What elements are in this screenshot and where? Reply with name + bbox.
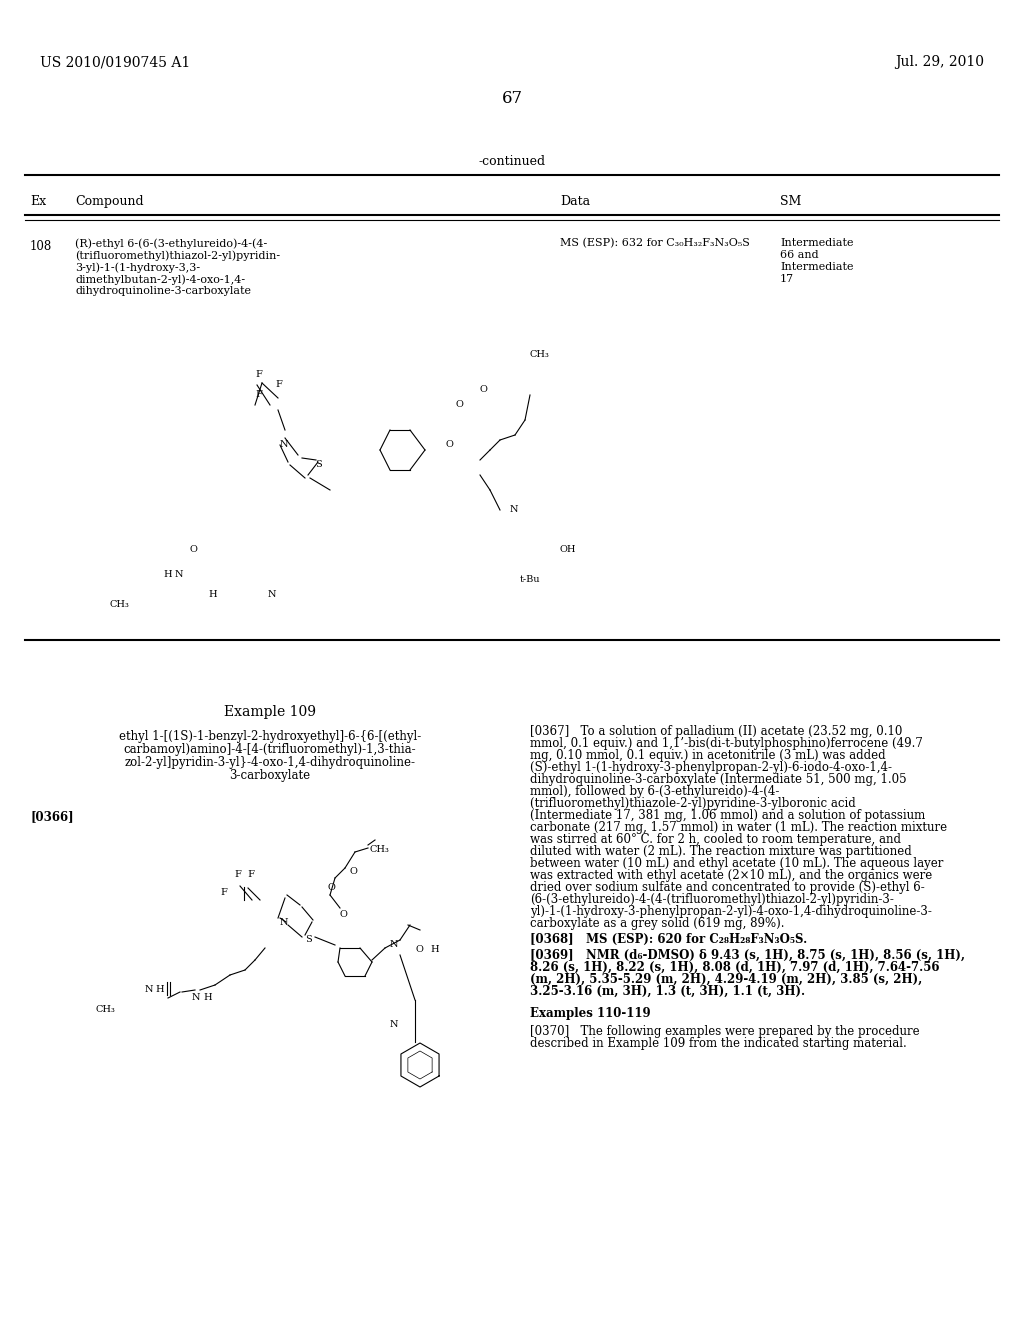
Text: O: O: [480, 385, 487, 393]
Text: H: H: [155, 985, 164, 994]
Text: F: F: [255, 389, 262, 399]
Text: 108: 108: [30, 240, 52, 253]
Text: (trifluoromethyl)thiazol-2-yl)pyridin-: (trifluoromethyl)thiazol-2-yl)pyridin-: [75, 249, 281, 260]
Text: diluted with water (2 mL). The reaction mixture was partitioned: diluted with water (2 mL). The reaction …: [530, 845, 911, 858]
Text: ethyl 1-[(1S)-1-benzyl-2-hydroxyethyl]-6-{6-[(ethyl-: ethyl 1-[(1S)-1-benzyl-2-hydroxyethyl]-6…: [119, 730, 421, 743]
Text: O: O: [190, 545, 198, 554]
Text: N: N: [390, 1020, 398, 1030]
Text: (R)-ethyl 6-(6-(3-ethylureido)-4-(4-: (R)-ethyl 6-(6-(3-ethylureido)-4-(4-: [75, 238, 267, 248]
Text: dihydroquinoline-3-carboxylate (Intermediate 51, 500 mg, 1.05: dihydroquinoline-3-carboxylate (Intermed…: [530, 774, 906, 785]
Text: 3-carboxylate: 3-carboxylate: [229, 770, 310, 781]
Text: CH₃: CH₃: [370, 845, 390, 854]
Text: N: N: [175, 570, 183, 579]
Text: [0370]   The following examples were prepared by the procedure: [0370] The following examples were prepa…: [530, 1026, 920, 1038]
Text: dried over sodium sulfate and concentrated to provide (S)-ethyl 6-: dried over sodium sulfate and concentrat…: [530, 880, 925, 894]
Text: was extracted with ethyl acetate (2×10 mL), and the organics were: was extracted with ethyl acetate (2×10 m…: [530, 869, 932, 882]
Text: F: F: [255, 370, 262, 379]
Text: (Intermediate 17, 381 mg, 1.06 mmol) and a solution of potassium: (Intermediate 17, 381 mg, 1.06 mmol) and…: [530, 809, 926, 822]
Text: 67: 67: [502, 90, 522, 107]
Text: CH₃: CH₃: [95, 1005, 115, 1014]
Text: H: H: [203, 993, 212, 1002]
Text: CH₃: CH₃: [530, 350, 550, 359]
Text: dimethylbutan-2-yl)-4-oxo-1,4-: dimethylbutan-2-yl)-4-oxo-1,4-: [75, 275, 245, 285]
Text: [0366]: [0366]: [30, 810, 74, 822]
Text: O: O: [350, 867, 357, 876]
Text: F  F: F F: [234, 870, 255, 879]
Text: N: N: [193, 993, 201, 1002]
Text: H: H: [430, 945, 438, 954]
Text: 17: 17: [780, 275, 795, 284]
Text: MS (ESP): 632 for C₃₀H₃₂F₃N₃O₅S: MS (ESP): 632 for C₃₀H₃₂F₃N₃O₅S: [560, 238, 750, 248]
Text: F: F: [220, 888, 227, 898]
Text: Example 109: Example 109: [224, 705, 316, 719]
Text: F: F: [275, 380, 282, 389]
Text: carbonate (217 mg, 1.57 mmol) in water (1 mL). The reaction mixture: carbonate (217 mg, 1.57 mmol) in water (…: [530, 821, 947, 834]
Text: Intermediate: Intermediate: [780, 238, 853, 248]
Text: was stirred at 60° C. for 2 h, cooled to room temperature, and: was stirred at 60° C. for 2 h, cooled to…: [530, 833, 901, 846]
Text: H: H: [208, 590, 217, 599]
Text: N: N: [510, 506, 518, 513]
Text: t-Bu: t-Bu: [520, 576, 541, 583]
Text: O: O: [340, 909, 348, 919]
Text: (m, 2H), 5.35-5.29 (m, 2H), 4.29-4.19 (m, 2H), 3.85 (s, 2H),: (m, 2H), 5.35-5.29 (m, 2H), 4.29-4.19 (m…: [530, 973, 923, 986]
Text: 3-yl)-1-(1-hydroxy-3,3-: 3-yl)-1-(1-hydroxy-3,3-: [75, 261, 200, 272]
Text: Intermediate: Intermediate: [780, 261, 853, 272]
Text: N: N: [280, 917, 289, 927]
Text: SM: SM: [780, 195, 802, 209]
Text: US 2010/0190745 A1: US 2010/0190745 A1: [40, 55, 190, 69]
Text: Data: Data: [560, 195, 590, 209]
Text: N: N: [145, 985, 154, 994]
Text: (6-(3-ethylureido)-4-(4-(trifluoromethyl)thiazol-2-yl)pyridin-3-: (6-(3-ethylureido)-4-(4-(trifluoromethyl…: [530, 894, 894, 906]
Text: between water (10 mL) and ethyl acetate (10 mL). The aqueous layer: between water (10 mL) and ethyl acetate …: [530, 857, 943, 870]
Text: O: O: [328, 883, 336, 892]
Text: Jul. 29, 2010: Jul. 29, 2010: [895, 55, 984, 69]
Text: O: O: [415, 945, 423, 954]
Text: OH: OH: [560, 545, 577, 554]
Text: O: O: [455, 400, 463, 409]
Text: H: H: [163, 570, 172, 579]
Text: described in Example 109 from the indicated starting material.: described in Example 109 from the indica…: [530, 1038, 906, 1049]
Text: carboxylate as a grey solid (619 mg, 89%).: carboxylate as a grey solid (619 mg, 89%…: [530, 917, 784, 931]
Text: S: S: [315, 459, 322, 469]
Text: Ex: Ex: [30, 195, 46, 209]
Text: Examples 110-119: Examples 110-119: [530, 1007, 650, 1020]
Text: [0367]   To a solution of palladium (II) acetate (23.52 mg, 0.10: [0367] To a solution of palladium (II) a…: [530, 725, 902, 738]
Text: S: S: [305, 935, 311, 944]
Text: (trifluoromethyl)thiazole-2-yl)pyridine-3-ylboronic acid: (trifluoromethyl)thiazole-2-yl)pyridine-…: [530, 797, 856, 810]
Text: 8.26 (s, 1H), 8.22 (s, 1H), 8.08 (d, 1H), 7.97 (d, 1H), 7.64-7.56: 8.26 (s, 1H), 8.22 (s, 1H), 8.08 (d, 1H)…: [530, 961, 939, 974]
Text: -continued: -continued: [478, 154, 546, 168]
Text: Compound: Compound: [75, 195, 143, 209]
Text: dihydroquinoline-3-carboxylate: dihydroquinoline-3-carboxylate: [75, 286, 251, 296]
Text: O: O: [445, 440, 453, 449]
Text: mmol), followed by 6-(3-ethylureido)-4-(4-: mmol), followed by 6-(3-ethylureido)-4-(…: [530, 785, 779, 799]
Text: 3.25-3.16 (m, 3H), 1.3 (t, 3H), 1.1 (t, 3H).: 3.25-3.16 (m, 3H), 1.3 (t, 3H), 1.1 (t, …: [530, 985, 805, 998]
Text: yl)-1-(1-hydroxy-3-phenylpropan-2-yl)-4-oxo-1,4-dihydroquinoline-3-: yl)-1-(1-hydroxy-3-phenylpropan-2-yl)-4-…: [530, 906, 932, 917]
Text: (S)-ethyl 1-(1-hydroxy-3-phenylpropan-2-yl)-6-iodo-4-oxo-1,4-: (S)-ethyl 1-(1-hydroxy-3-phenylpropan-2-…: [530, 762, 892, 774]
Text: [0369]   NMR (d₆-DMSO) δ 9.43 (s, 1H), 8.75 (s, 1H), 8.56 (s, 1H),: [0369] NMR (d₆-DMSO) δ 9.43 (s, 1H), 8.7…: [530, 949, 965, 962]
Text: 66 and: 66 and: [780, 249, 818, 260]
Text: N: N: [280, 440, 289, 449]
Text: carbamoyl)amino]-4-[4-(trifluoromethyl)-1,3-thia-: carbamoyl)amino]-4-[4-(trifluoromethyl)-…: [124, 743, 417, 756]
Text: N: N: [390, 940, 398, 949]
Text: zol-2-yl]pyridin-3-yl}-4-oxo-1,4-dihydroquinoline-: zol-2-yl]pyridin-3-yl}-4-oxo-1,4-dihydro…: [125, 756, 416, 770]
Text: [0368]   MS (ESP): 620 for C₂₈H₂₈F₃N₃O₅S.: [0368] MS (ESP): 620 for C₂₈H₂₈F₃N₃O₅S.: [530, 933, 807, 946]
Text: mmol, 0.1 equiv.) and 1,1’-bis(di-t-butylphosphino)ferrocene (49.7: mmol, 0.1 equiv.) and 1,1’-bis(di-t-buty…: [530, 737, 923, 750]
Text: mg, 0.10 mmol, 0.1 equiv.) in acetonitrile (3 mL) was added: mg, 0.10 mmol, 0.1 equiv.) in acetonitri…: [530, 748, 886, 762]
Text: CH₃: CH₃: [110, 601, 130, 609]
Text: N: N: [268, 590, 276, 599]
